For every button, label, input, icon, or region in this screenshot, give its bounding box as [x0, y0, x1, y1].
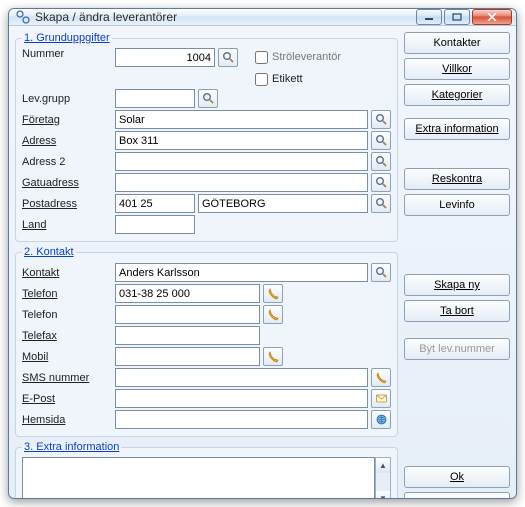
input-kontakt[interactable]	[115, 263, 368, 282]
lookup-foretag-button[interactable]	[371, 110, 391, 129]
label-adress: Adress	[22, 135, 112, 147]
checkbox-etikett-input[interactable]	[255, 73, 268, 86]
group1-legend: 1. Grunduppgifter	[22, 32, 112, 44]
titlebar[interactable]: Skapa / ändra leverantörer	[9, 9, 516, 26]
input-mobil[interactable]	[115, 347, 260, 366]
group-grunduppgifter: 1. Grunduppgifter Nummer Ströleverantör	[15, 32, 398, 242]
ok-button[interactable]: Ok	[404, 466, 510, 488]
lookup-levgrupp-button[interactable]	[198, 89, 218, 108]
minimize-button[interactable]	[416, 9, 442, 25]
label-hemsida: Hemsida	[22, 414, 112, 426]
maximize-button[interactable]	[444, 9, 470, 25]
left-column: 1. Grunduppgifter Nummer Ströleverantör	[15, 32, 398, 499]
scroll-down-button[interactable]: ▼	[376, 491, 390, 499]
close-button[interactable]	[472, 9, 512, 25]
input-hemsida[interactable]	[115, 410, 368, 429]
lookup-gatuadress-button[interactable]	[371, 173, 391, 192]
bytlev-button: Byt lev.nummer	[404, 338, 510, 360]
input-levgrupp[interactable]	[115, 89, 195, 108]
input-land[interactable]	[115, 215, 195, 234]
checkbox-stack: Ströleverantör Etikett	[255, 48, 341, 88]
input-postnr[interactable]	[115, 194, 195, 213]
dial-telefon-button[interactable]	[263, 284, 283, 303]
input-gatuadress[interactable]	[115, 173, 368, 192]
lookup-kontakt-button[interactable]	[371, 263, 391, 282]
scrollbar[interactable]: ▲ ▼	[375, 457, 391, 499]
window: Skapa / ändra leverantörer 1. Grunduppgi…	[8, 8, 517, 499]
browse-button[interactable]	[371, 410, 391, 429]
kategorier-button[interactable]: Kategorier	[404, 84, 510, 106]
checkbox-strolev-input[interactable]	[255, 51, 268, 64]
extrainfo-button[interactable]: Extra information	[404, 118, 510, 140]
levinfo-button[interactable]: Levinfo	[404, 194, 510, 216]
checkbox-etikett[interactable]: Etikett	[255, 70, 341, 88]
skapany-button[interactable]: Skapa ny	[404, 274, 510, 296]
tabort-button[interactable]: Ta bort	[404, 300, 510, 322]
dial-telefon2-button[interactable]	[263, 305, 283, 324]
lookup-adress-button[interactable]	[371, 131, 391, 150]
input-adress[interactable]	[115, 131, 368, 150]
label-land: Land	[22, 219, 112, 231]
right-column: Kontakter Villkor Kategorier Extra infor…	[404, 32, 510, 499]
villkor-button[interactable]: Villkor	[404, 58, 510, 80]
group-extrainfo: 3. Extra information ▲ ▼	[15, 441, 398, 499]
window-title: Skapa / ändra leverantörer	[35, 10, 416, 24]
label-postadress: Postadress	[22, 198, 112, 210]
input-telefon[interactable]	[115, 284, 260, 303]
label-telefon: Telefon	[22, 288, 112, 300]
lookup-postadress-button[interactable]	[371, 194, 391, 213]
lookup-nummer-button[interactable]	[218, 48, 238, 67]
input-foretag[interactable]	[115, 110, 368, 129]
input-epost[interactable]	[115, 389, 368, 408]
scroll-track[interactable]	[376, 473, 390, 491]
group-kontakt: 2. Kontakt Kontakt Telefon Tel	[15, 246, 398, 437]
label-mobil: Mobil	[22, 351, 112, 363]
scroll-up-button[interactable]: ▲	[376, 458, 390, 473]
kontakter-button[interactable]: Kontakter	[404, 32, 510, 54]
input-sms[interactable]	[115, 368, 368, 387]
label-levgrupp: Lev.grupp	[22, 93, 112, 105]
textarea-extrainfo[interactable]	[22, 457, 375, 499]
input-nummer[interactable]	[115, 48, 215, 67]
window-buttons	[416, 9, 512, 25]
client-area: 1. Grunduppgifter Nummer Ströleverantör	[9, 26, 516, 499]
group3-legend: 3. Extra information	[22, 441, 121, 453]
label-sms: SMS nummer	[22, 372, 112, 384]
input-telefon2[interactable]	[115, 305, 260, 324]
group2-legend: 2. Kontakt	[22, 246, 76, 258]
label-gatuadress: Gatuadress	[22, 177, 112, 189]
checkbox-strolev[interactable]: Ströleverantör	[255, 48, 341, 66]
label-telefon2: Telefon	[22, 309, 112, 321]
label-telefax: Telefax	[22, 330, 112, 342]
input-postort[interactable]	[198, 194, 368, 213]
app-icon	[15, 9, 31, 25]
dial-mobil-button[interactable]	[263, 347, 283, 366]
avbryt-button[interactable]: Avbryt	[404, 492, 510, 499]
label-epost: E-Post	[22, 393, 112, 405]
reskontra-button[interactable]: Reskontra	[404, 168, 510, 190]
label-adress2: Adress 2	[22, 156, 112, 168]
label-kontakt: Kontakt	[22, 267, 112, 279]
lookup-adress2-button[interactable]	[371, 152, 391, 171]
input-telefax[interactable]	[115, 326, 260, 345]
label-foretag: Företag	[22, 114, 112, 126]
label-nummer: Nummer	[22, 48, 112, 60]
send-sms-button[interactable]	[371, 368, 391, 387]
input-adress2[interactable]	[115, 152, 368, 171]
email-button[interactable]	[371, 389, 391, 408]
